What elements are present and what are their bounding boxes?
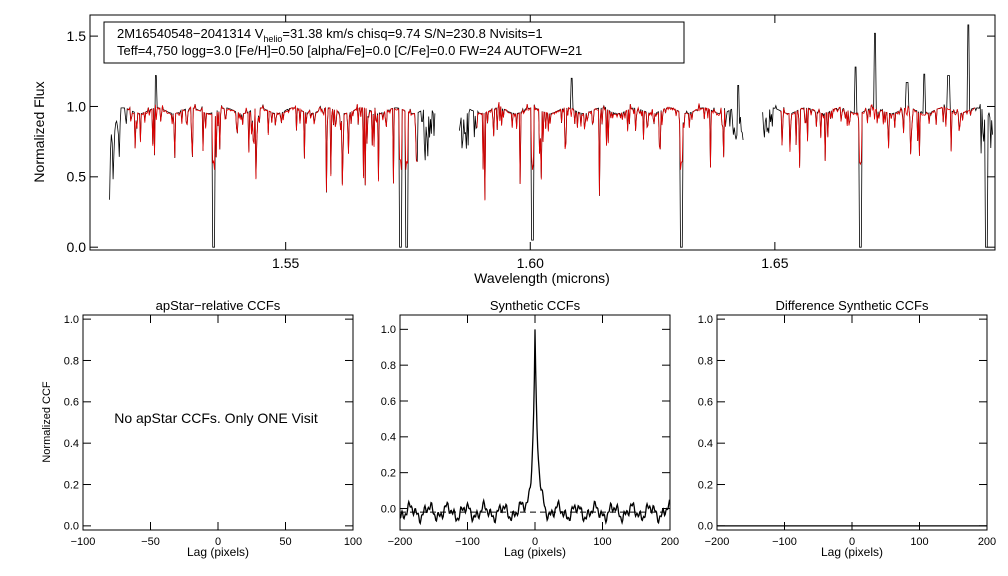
apstar-ytick-label: 0.2	[64, 479, 79, 491]
synthetic-xtick-label: 200	[661, 536, 679, 548]
no-ccf-message: No apStar CCFs. Only ONE Visit	[114, 410, 318, 426]
observed-spectrum-chip-3	[762, 24, 993, 248]
synthetic-xlabel: Lag (pixels)	[504, 545, 566, 559]
apstar-ytick-label: 0.8	[64, 355, 79, 367]
apstar-xtick-label: −100	[71, 536, 96, 548]
info-line-1: 2M16540548−2041314 Vhelio=31.38 km/s chi…	[117, 26, 543, 44]
difference-xtick-label: 0	[849, 536, 855, 548]
difference-xtick-label: 100	[910, 536, 928, 548]
difference-ytick-label: 0.2	[698, 479, 713, 491]
apstar-ytick-label: 0.0	[64, 521, 79, 533]
difference-ytick-label: 0.4	[698, 438, 713, 450]
spectrum-ylabel: Normalized Flux	[31, 81, 47, 182]
apstar-xlabel: Lag (pixels)	[187, 545, 249, 559]
difference-xlabel: Lag (pixels)	[821, 545, 883, 559]
synthetic-ytick-label: 1.0	[381, 324, 396, 336]
difference-ytick-label: 0.6	[698, 397, 713, 409]
synthetic-ytick-label: 0.2	[381, 468, 396, 480]
apstar-ytick-label: 0.4	[64, 438, 79, 450]
apstar-ticks: −100 −50 0 50 100 0.0 0.2 0.4 0.6 0.8 1.0	[64, 314, 362, 548]
difference-xtick-label: 200	[978, 536, 996, 548]
difference-frame	[716, 314, 988, 531]
synthetic-ytick-label: 0.8	[381, 360, 396, 372]
synthetic-xtick-label: −200	[388, 536, 413, 548]
synthetic-ytick-label: 0.4	[381, 432, 396, 444]
synthetic-ytick-label: 0.0	[381, 503, 396, 515]
spectrum-xtick-label: 1.60	[517, 255, 544, 271]
spectrum-panel: 1.55 1.60 1.65 0.0 0.5 1.0 1.5 2M16540548−2041…	[31, 14, 996, 286]
spectrum-frame	[89, 14, 996, 251]
model-spectrum-chip-2	[476, 102, 726, 201]
synthetic-xtick-label: 100	[593, 536, 611, 548]
synthetic-title: Synthetic CCFs	[490, 298, 581, 313]
difference-title: Difference Synthetic CCFs	[776, 298, 929, 313]
spectrum-xtick-label: 1.65	[761, 255, 788, 271]
apstar-ccf-panel: −100 −50 0 50 100 0.0 0.2 0.4 0.6 0.8 1.0 apStar−r…	[41, 298, 362, 559]
difference-xtick-label: −200	[705, 536, 730, 548]
synthetic-xtick-label: 0	[532, 536, 538, 548]
spectrum-ticks: 1.55 1.60 1.65 0.0 0.5 1.0 1.5	[67, 15, 995, 271]
apstar-xtick-label: 50	[279, 536, 291, 548]
apstar-xtick-label: −50	[141, 536, 160, 548]
synthetic-ccf-curve	[399, 329, 671, 526]
difference-ytick-label: 1.0	[698, 314, 713, 326]
spectrum-xtick-label: 1.55	[272, 255, 299, 271]
synthetic-xtick-label: −100	[455, 536, 480, 548]
info-box	[103, 21, 685, 64]
info-line-2: Teff=4,750 logg=3.0 [Fe/H]=0.50 [alpha/F…	[117, 43, 582, 58]
observed-spectrum-chip-2	[458, 77, 744, 248]
model-spectrum-red	[126, 102, 976, 201]
spectrum-ytick-label: 0.5	[67, 169, 87, 185]
apstar-ylabel: Normalized CCF	[41, 381, 53, 463]
synthetic-ccf-panel: −200 −100 0 100 200 0.0 0.2 0.4 0.6 0.8 1.0 Synthe…	[381, 298, 679, 559]
apstar-xtick-label: 0	[215, 536, 221, 548]
difference-ccf-panel: −200 −100 0 100 200 0.0 0.2 0.4 0.6 0.8 1.0 Differ…	[698, 298, 996, 559]
apstar-title: apStar−relative CCFs	[156, 298, 281, 313]
difference-ticks: −200 −100 0 100 200 0.0 0.2 0.4 0.6 0.8 1.0	[698, 314, 996, 548]
difference-ytick-label: 0.8	[698, 355, 713, 367]
model-spectrum-chip-3	[780, 103, 976, 168]
synthetic-ytick-label: 0.6	[381, 396, 396, 408]
synthetic-ticks: −200 −100 0 100 200 0.0 0.2 0.4 0.6 0.8 1.0	[381, 315, 679, 548]
spectrum-ytick-label: 0.0	[67, 239, 87, 255]
spectrum-ytick-label: 1.0	[67, 98, 87, 114]
spectrum-ytick-label: 1.5	[67, 28, 87, 44]
difference-xtick-label: −100	[772, 536, 797, 548]
apstar-ytick-label: 0.6	[64, 397, 79, 409]
apstar-ytick-label: 1.0	[64, 314, 79, 326]
apstar-xtick-label: 100	[344, 536, 362, 548]
spectrum-xlabel: Wavelength (microns)	[474, 270, 610, 286]
observed-spectrum-chip-1	[109, 75, 436, 248]
model-spectrum-chip-1	[126, 104, 418, 192]
difference-ytick-label: 0.0	[698, 521, 713, 533]
